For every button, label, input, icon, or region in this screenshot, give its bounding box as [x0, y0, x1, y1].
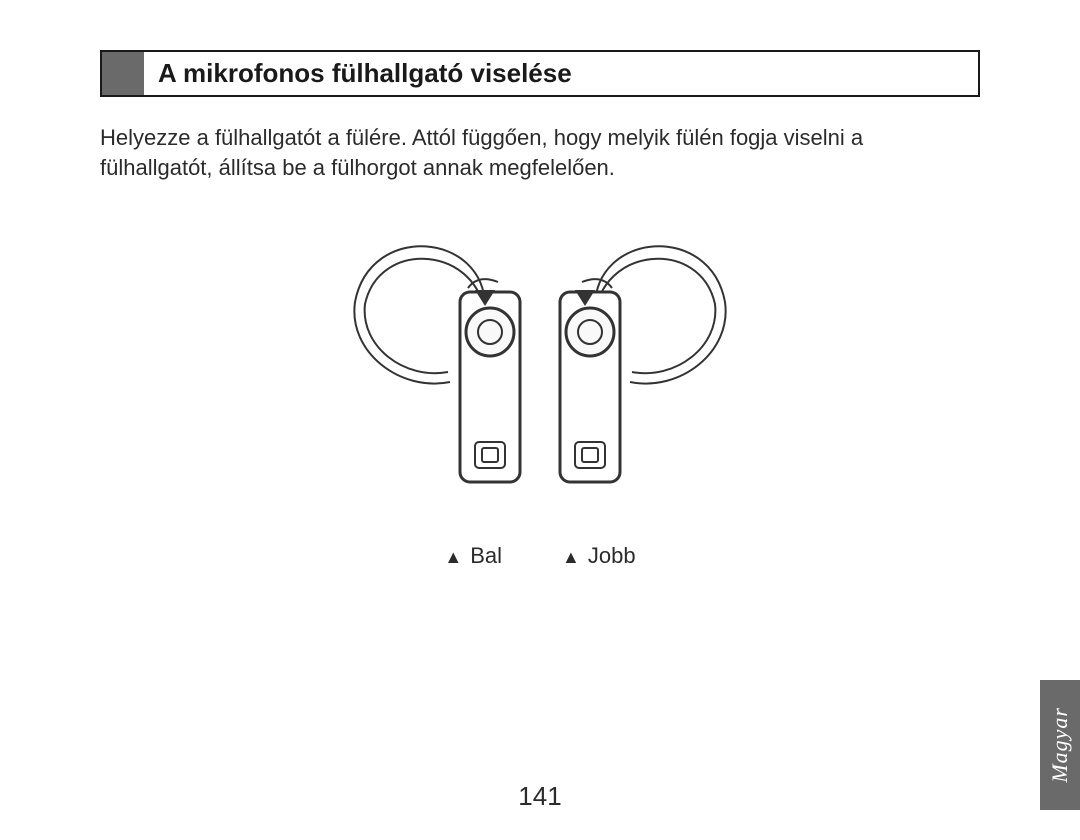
headset-right: [560, 247, 726, 483]
section-tab: [102, 52, 144, 95]
caption-left: Bal: [444, 543, 502, 569]
figure-captions: Bal Jobb: [100, 543, 980, 569]
body-paragraph: Helyezze a fülhallgatót a fülére. Attól …: [100, 123, 980, 182]
page-number: 141: [0, 781, 1080, 812]
caption-right: Jobb: [562, 543, 636, 569]
headset-left: [354, 247, 520, 483]
headset-diagram: [310, 192, 770, 532]
language-tab-text: Magyar: [1047, 707, 1073, 783]
section-title: A mikrofonos fülhallgató viselése: [144, 52, 586, 95]
section-header: A mikrofonos fülhallgató viselése: [100, 50, 980, 97]
figure-area: Bal Jobb: [100, 192, 980, 569]
manual-page: A mikrofonos fülhallgató viselése Helyez…: [100, 50, 980, 810]
